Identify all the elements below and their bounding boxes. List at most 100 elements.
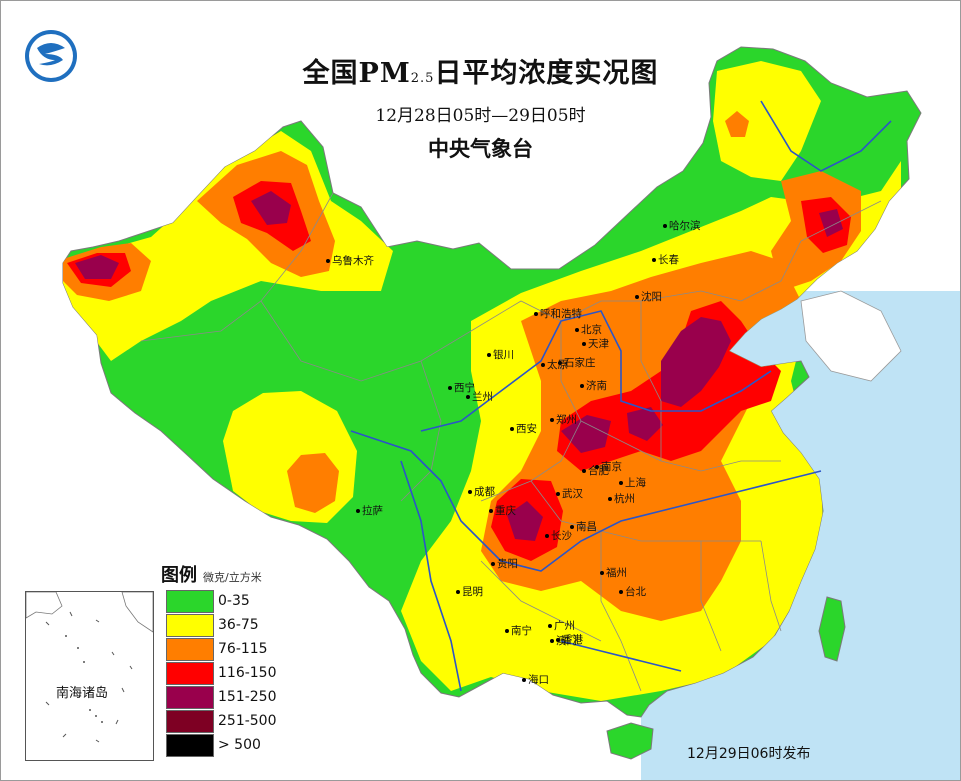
- agency-name: 中央气象台: [428, 137, 533, 161]
- city-dot: [510, 427, 514, 431]
- city-name: 成都: [474, 486, 495, 498]
- time-period: 12月28日05时—29日05时: [375, 106, 586, 126]
- city-dot: [595, 465, 599, 469]
- legend-item: 116-150: [161, 660, 321, 685]
- band-purple-jilin: [819, 209, 843, 237]
- legend-item: > 500: [161, 732, 321, 757]
- city-dot: [548, 624, 552, 628]
- city-dot: [491, 562, 495, 566]
- city-name: 台北: [625, 586, 646, 598]
- city-label: 海口: [522, 672, 549, 687]
- band-orange-heilongjiang: [725, 111, 749, 137]
- legend: 图例 微克/立方米 0-35 36-75 76-115 116-150 151-250 25…: [161, 561, 321, 757]
- city-name: 武汉: [562, 488, 583, 500]
- city-dot: [663, 224, 667, 228]
- legend-swatch: [166, 661, 214, 685]
- city-label: 香港: [556, 632, 583, 647]
- legend-swatch: [166, 685, 214, 709]
- city-name: 南宁: [511, 625, 532, 637]
- city-name: 长沙: [551, 530, 572, 542]
- city-name: 兰州: [472, 391, 493, 403]
- city-label: 南昌: [570, 519, 597, 534]
- city-label: 天津: [582, 336, 609, 351]
- legend-label: 76-115: [218, 640, 268, 657]
- city-label: 济南: [580, 378, 607, 393]
- city-label: 乌鲁木齐: [326, 253, 374, 268]
- inset-map: [25, 591, 154, 743]
- band-purple-xinjiang: [251, 191, 291, 225]
- city-label: 呼和浩特: [534, 306, 582, 321]
- neighbor-land: [800, 290, 902, 382]
- city-name: 海口: [528, 674, 549, 686]
- city-name: 哈尔滨: [669, 220, 701, 232]
- lancang-river: [400, 460, 462, 692]
- city-label: 郑州: [550, 412, 577, 427]
- city-label: 南京: [595, 459, 622, 474]
- city-label: 福州: [600, 565, 627, 580]
- legend-unit: 微克/立方米: [203, 571, 262, 584]
- city-name: 广州: [554, 620, 575, 632]
- legend-item: 251-500: [161, 708, 321, 733]
- legend-swatch: [166, 709, 214, 733]
- legend-item: 76-115: [161, 636, 321, 661]
- yangtze-river: [350, 430, 822, 572]
- city-name: 沈阳: [641, 291, 662, 303]
- legend-item: 151-250: [161, 684, 321, 709]
- title-subscript: 2.5: [410, 71, 435, 86]
- band-purple-shaanxi: [561, 415, 611, 453]
- city-dot: [550, 418, 554, 422]
- legend-item: 0-35: [161, 588, 321, 613]
- city-name: 南昌: [576, 521, 597, 533]
- legend-label: > 500: [218, 736, 261, 753]
- city-name: 济南: [586, 380, 607, 392]
- legend-header: 图例 微克/立方米: [161, 561, 321, 587]
- city-name: 南京: [601, 461, 622, 473]
- city-label: 成都: [468, 484, 495, 499]
- city-name: 天津: [588, 338, 609, 350]
- city-label: 武汉: [556, 486, 583, 501]
- pearl-river: [560, 640, 682, 672]
- city-name: 拉萨: [362, 505, 383, 517]
- city-label: 长春: [652, 252, 679, 267]
- publish-time: 12月29日06时发布: [687, 746, 811, 762]
- city-dot: [534, 312, 538, 316]
- band-purple-hebei: [661, 317, 731, 407]
- city-label: 沈阳: [635, 289, 662, 304]
- city-dot: [356, 509, 360, 513]
- title-main: 全国PM: [302, 58, 411, 89]
- city-label: 南宁: [505, 623, 532, 638]
- city-name: 银川: [493, 349, 514, 361]
- city-dot: [556, 638, 560, 642]
- city-dot: [619, 481, 623, 485]
- city-label: 合肥: [582, 463, 609, 478]
- city-label: 拉萨: [356, 503, 383, 518]
- legend-swatch: [166, 613, 214, 637]
- legend-label: 0-35: [218, 592, 250, 609]
- map-title: 全国PM2.5日平均浓度实况图: [1, 51, 960, 90]
- city-label: 贵阳: [491, 556, 518, 571]
- province-borders: [140, 192, 882, 692]
- city-dot: [580, 384, 584, 388]
- legend-title: 图例: [161, 565, 197, 586]
- legend-label: 151-250: [218, 688, 277, 705]
- city-name: 杭州: [614, 493, 635, 505]
- city-label: 澳门: [550, 633, 577, 648]
- city-dot: [448, 386, 452, 390]
- city-name: 澳门: [556, 635, 577, 647]
- inset-label: 南海诸岛: [56, 686, 109, 701]
- city-name: 上海: [625, 477, 646, 489]
- city-name: 乌鲁木齐: [332, 255, 374, 267]
- city-dot: [558, 361, 562, 365]
- city-name: 呼和浩特: [540, 308, 582, 320]
- band-orange-tibet: [287, 453, 339, 513]
- city-label: 西安: [510, 421, 537, 436]
- city-dot: [541, 363, 545, 367]
- legend-item: 36-75: [161, 612, 321, 637]
- band-yellow-northeast: [713, 61, 821, 181]
- city-label: 太原: [541, 357, 568, 372]
- city-label: 昆明: [456, 584, 483, 599]
- taiwan-island: [818, 596, 846, 662]
- city-name: 重庆: [495, 505, 516, 517]
- pm25-bands: [63, 61, 901, 701]
